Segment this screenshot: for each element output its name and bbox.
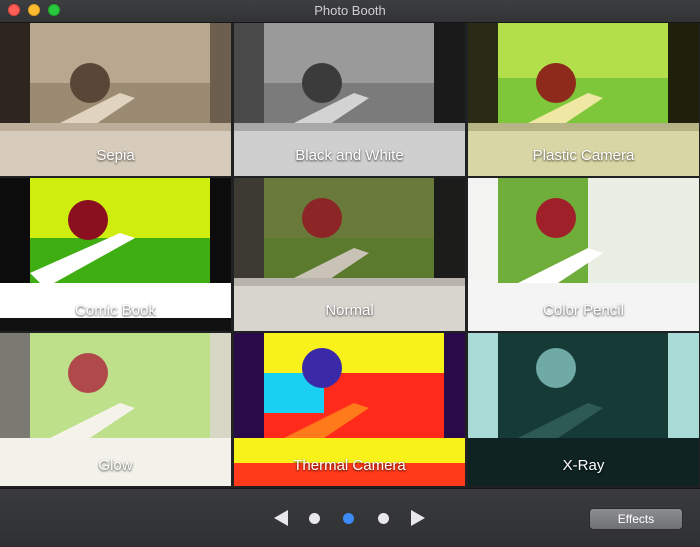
title-bar: Photo Booth — [0, 0, 700, 23]
effect-tile-sepia[interactable]: Sepia — [0, 23, 231, 176]
effect-tile-black-and-white[interactable]: Black and White — [234, 23, 465, 176]
comic-book-preview-image — [0, 178, 231, 331]
page-dot-1[interactable] — [309, 513, 320, 524]
effect-tile-color-pencil[interactable]: Color Pencil — [468, 178, 699, 331]
effect-label-glow: Glow — [98, 457, 133, 474]
effect-label-color-pencil: Color Pencil — [543, 302, 624, 319]
zoom-window-button[interactable] — [48, 4, 60, 16]
normal-preview-image — [234, 178, 465, 331]
effect-label-thermal-camera: Thermal Camera — [293, 457, 406, 474]
next-page-button[interactable] — [409, 508, 427, 528]
effect-tile-plastic-camera[interactable]: Plastic Camera — [468, 23, 699, 176]
black-and-white-preview-image — [234, 23, 465, 176]
sepia-preview-image — [0, 23, 231, 176]
effects-button[interactable]: Effects — [589, 508, 683, 530]
effect-tile-comic-book[interactable]: Comic Book — [0, 178, 231, 331]
bottom-toolbar: Effects — [0, 488, 700, 547]
effect-label-x-ray: X-Ray — [562, 457, 605, 474]
next-arrow-icon — [411, 510, 425, 526]
effect-label-black-and-white: Black and White — [295, 147, 404, 164]
page-dot-3[interactable] — [378, 513, 389, 524]
effect-label-sepia: Sepia — [96, 147, 135, 164]
effect-tile-thermal-camera[interactable]: Thermal Camera — [234, 333, 465, 486]
plastic-camera-preview-image — [468, 23, 699, 176]
x-ray-preview-image — [468, 333, 699, 486]
effect-tile-glow[interactable]: Glow — [0, 333, 231, 486]
effect-tile-x-ray[interactable]: X-Ray — [468, 333, 699, 486]
effect-label-normal: Normal — [325, 302, 374, 319]
previous-page-button[interactable] — [272, 508, 290, 528]
effect-label-plastic-camera: Plastic Camera — [532, 147, 635, 164]
glow-preview-image — [0, 333, 231, 486]
close-window-button[interactable] — [8, 4, 20, 16]
color-pencil-preview-image — [468, 178, 699, 331]
effect-tile-normal[interactable]: Normal — [234, 178, 465, 331]
page-dot-2-active[interactable] — [343, 513, 354, 524]
effect-label-comic-book: Comic Book — [75, 302, 156, 319]
minimize-window-button[interactable] — [28, 4, 40, 16]
thermal-camera-preview-image — [234, 333, 465, 486]
window-title: Photo Booth — [314, 3, 386, 18]
effects-grid: Sepia Black and White — [0, 23, 700, 487]
previous-arrow-icon — [274, 510, 288, 526]
